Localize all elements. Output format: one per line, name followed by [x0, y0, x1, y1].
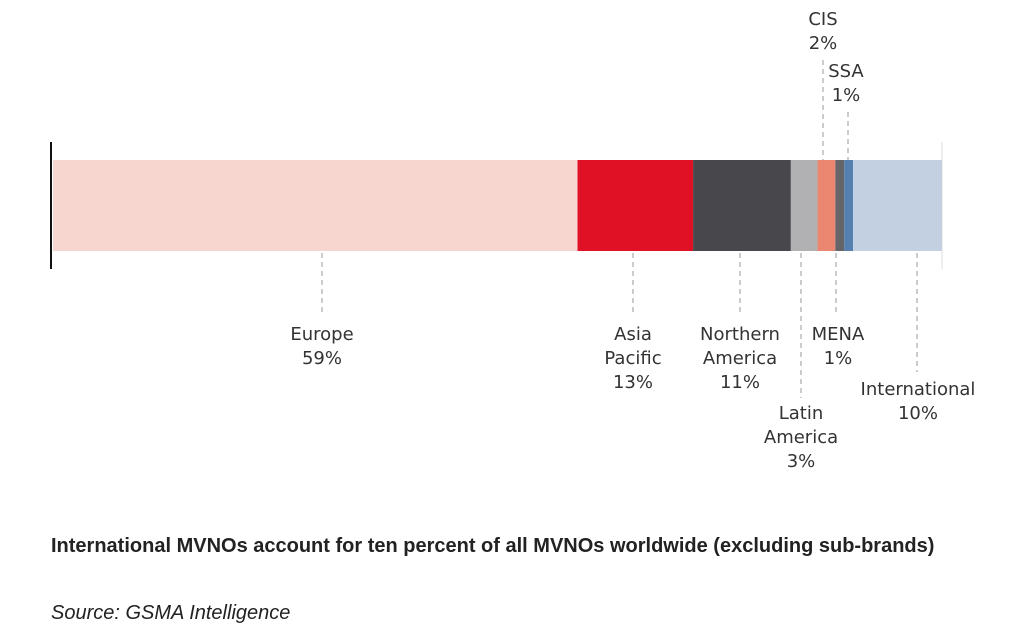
bar-segment-mena — [835, 160, 845, 251]
bar-segment-northern-america — [693, 160, 791, 251]
segment-label-europe: Europe 59% — [290, 324, 353, 369]
bar-segment-cis — [817, 160, 836, 251]
chart-caption: International MVNOs account for ten perc… — [51, 535, 935, 557]
chart-source: Source: GSMA Intelligence — [51, 602, 291, 624]
segment-label-northern-america: Northern America 11% — [700, 324, 780, 393]
segment-label-cis: CIS 2% — [808, 9, 837, 54]
bar-segment-latin-america — [790, 160, 818, 251]
segment-label-ssa: SSA 1% — [828, 61, 864, 106]
bar-segment-asia-pacific — [577, 160, 694, 251]
segment-label-mena: MENA 1% — [812, 324, 865, 369]
segment-label-international: International 10% — [861, 379, 976, 424]
bar-segment-international — [853, 160, 942, 251]
stacked-bar-chart: Europe 59% Asia Pacific 13% Northern America 11… — [50, 9, 976, 472]
segment-label-asia-pacific: Asia Pacific 13% — [604, 324, 661, 393]
bar-segment-europe — [53, 160, 578, 251]
segment-label-latin-america: Latin America 3% — [764, 403, 838, 472]
bar-segment-ssa — [844, 160, 854, 251]
